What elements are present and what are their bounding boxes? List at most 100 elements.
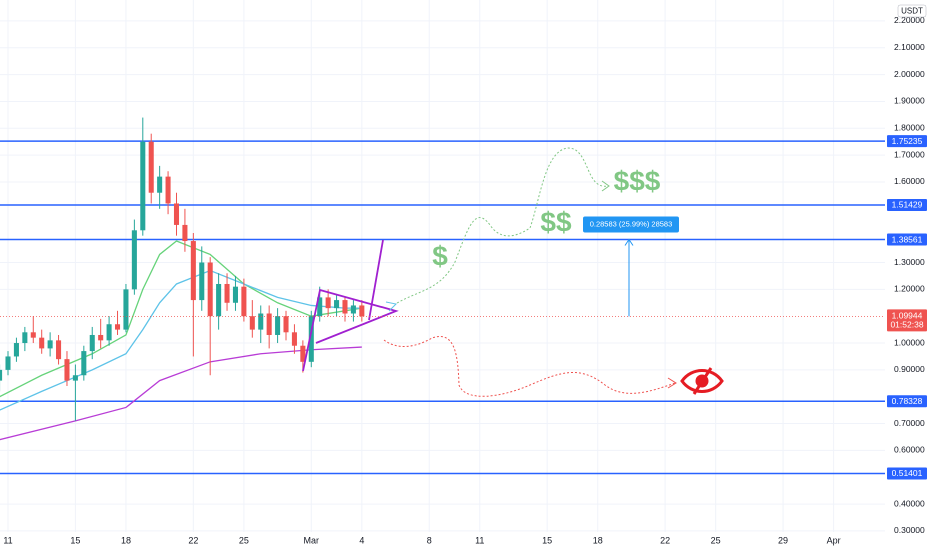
x-tick-label: 25 — [239, 535, 249, 545]
levels — [0, 140, 885, 475]
unit-box — [897, 4, 927, 18]
level-label-box — [887, 467, 927, 480]
candle-body — [72, 375, 78, 381]
candle-body — [190, 241, 196, 301]
candle-body — [182, 224, 188, 242]
time-axis — [0, 532, 932, 550]
level-label: 1.51429 — [892, 200, 923, 210]
candle-body — [148, 141, 154, 193]
price-axis — [885, 0, 932, 532]
candle-body — [283, 316, 289, 333]
candle-body — [266, 313, 272, 335]
candle-body — [350, 305, 356, 314]
eye-outline — [680, 369, 724, 393]
y-tick-label: 1.30000 — [894, 257, 925, 267]
small-arrow — [385, 301, 398, 312]
candle-body — [300, 345, 306, 362]
candle-body — [207, 262, 213, 317]
x-tick-label: 15 — [542, 535, 552, 545]
level-label: 0.51401 — [892, 468, 923, 478]
candle-body — [98, 334, 104, 341]
candle-body — [13, 343, 19, 357]
x-tick-label: 11 — [3, 535, 12, 545]
eye-slash — [692, 367, 713, 395]
level-label-box — [887, 395, 927, 408]
level-label: 0.78328 — [892, 396, 923, 406]
candle-body — [232, 286, 238, 303]
eye-icon — [680, 367, 724, 395]
y-tick-label: 1.70000 — [894, 149, 925, 159]
last-price-label: 1.09944 — [892, 311, 923, 321]
x-tick-label: 22 — [660, 535, 670, 545]
y-tick-label: 2.10000 — [894, 42, 925, 52]
y-tick-label: 1.90000 — [894, 96, 925, 106]
y-tick-label: 0.60000 — [894, 445, 925, 455]
y-tick-label: 0.90000 — [894, 364, 925, 374]
candle-body — [106, 324, 112, 341]
candle-body — [258, 313, 264, 330]
x-tick-label: 25 — [711, 535, 721, 545]
measure-label: 0.28583 (25.99%) 28583 — [590, 220, 673, 229]
x-tick-label: 29 — [778, 535, 788, 545]
candle-body — [359, 305, 365, 317]
candle-body — [249, 316, 255, 330]
candle-body — [291, 332, 297, 346]
measure-arrow — [624, 238, 634, 246]
candle-body — [334, 300, 340, 309]
candle-body — [39, 337, 45, 349]
bearish-arrow — [667, 377, 677, 389]
candle-body — [342, 300, 348, 314]
candle-body — [5, 356, 11, 370]
x-tick-label: 4 — [359, 535, 364, 545]
candle-body — [199, 262, 205, 301]
countdown-label: 01:52:38 — [890, 320, 923, 330]
candle-body — [308, 316, 314, 362]
candle-body — [89, 334, 95, 352]
candle-body — [0, 369, 3, 381]
grid — [0, 0, 885, 532]
triangle — [302, 288, 399, 372]
level-label-box — [887, 198, 927, 211]
candle-body — [241, 286, 247, 317]
x-tick-label: 8 — [427, 535, 432, 545]
annotation: $$$ — [614, 165, 661, 196]
candle-body — [325, 297, 331, 309]
annotation: $$ — [540, 206, 572, 237]
y-tick-label: 2.20000 — [894, 15, 925, 25]
level-label: 1.38561 — [892, 234, 923, 244]
candle-body — [64, 359, 70, 381]
y-tick-label: 1.00000 — [894, 337, 925, 347]
y-tick-label: 0.30000 — [894, 525, 925, 535]
last-price-box — [887, 309, 927, 332]
y-tick-label: 0.70000 — [894, 418, 925, 428]
candle-body — [47, 340, 53, 349]
candle-body — [81, 351, 87, 376]
breakout-line — [368, 239, 384, 321]
annotation: $ — [432, 240, 448, 271]
candle-body — [30, 332, 36, 338]
bullish-path — [396, 147, 609, 304]
y-tick-label: 1.80000 — [894, 123, 925, 133]
moving-average — [0, 269, 362, 411]
candle-body — [131, 230, 137, 290]
x-tick-label: 18 — [593, 535, 603, 545]
x-tick-label: Apr — [827, 535, 841, 545]
y-tick-label: 2.00000 — [894, 69, 925, 79]
x-tick-label: 15 — [70, 535, 80, 545]
measure-box — [583, 216, 679, 233]
candle-body — [165, 176, 171, 204]
y-tick-label: 1.60000 — [894, 176, 925, 186]
candle-body — [140, 141, 146, 231]
unit-label: USDT — [901, 7, 923, 16]
candle-body — [275, 316, 281, 335]
overlay: 0.28583 (25.99%) 28583 — [0, 216, 885, 317]
candle-body — [114, 324, 121, 330]
x-tick-label: Mar — [304, 535, 320, 545]
candle-body — [224, 283, 230, 303]
level-label-box — [887, 233, 927, 246]
candles — [0, 117, 365, 421]
candle-body — [22, 332, 28, 344]
y-tick-label: 1.20000 — [894, 284, 925, 294]
